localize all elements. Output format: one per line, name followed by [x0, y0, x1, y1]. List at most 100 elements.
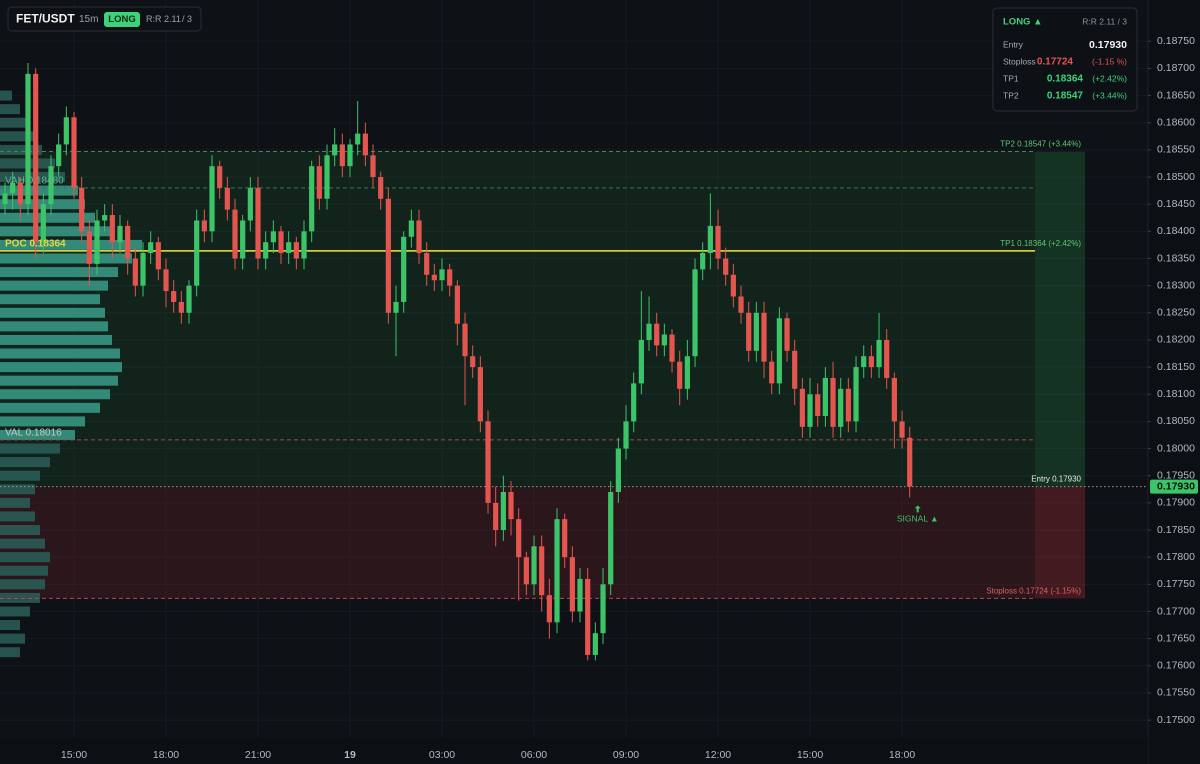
volume-profile-bar: [0, 633, 25, 644]
price-tag: [1150, 479, 1198, 494]
candle-body: [623, 421, 629, 449]
labels-layer: TP2 0.18547 (+3.44%) VAH 0.18480 POC 0.183…: [5, 140, 1082, 596]
candle-body: [792, 350, 798, 389]
x-tick-label: 06:00: [521, 749, 547, 761]
candle-body: [393, 301, 399, 313]
candle-body: [600, 584, 606, 634]
candle-body: [769, 361, 775, 384]
time-axis-background: [0, 738, 1148, 764]
panel-box: [992, 7, 1138, 112]
y-tick-label: 0.18450: [1157, 198, 1195, 210]
candle-body: [293, 242, 299, 259]
candle-body: [700, 253, 706, 270]
candle-body: [500, 492, 506, 531]
candle-body: [715, 225, 721, 259]
candle-body: [209, 166, 215, 232]
volume-profile-bar: [0, 538, 45, 549]
rr-label: R:R 2.11: [146, 14, 181, 24]
level-label: POC 0.18364: [5, 239, 66, 250]
candle-body: [523, 557, 529, 585]
volume-profile-bar: [0, 90, 12, 101]
candle-body: [661, 334, 667, 346]
candle-body: [638, 339, 644, 384]
grid-layer: [0, 0, 1148, 738]
y-tick-label: 0.18250: [1157, 307, 1195, 319]
candle-body: [546, 595, 552, 623]
level-label: TP1 0.18364 (+2.42%): [1000, 239, 1081, 248]
symbol: FET/USDT: [16, 12, 75, 26]
y-tick-label: 0.18750: [1157, 35, 1195, 47]
volume-profile-bar: [0, 131, 35, 142]
candle-body: [753, 312, 759, 351]
x-tick-label: 18:00: [153, 749, 179, 761]
candle-body: [355, 133, 361, 145]
candle-body: [454, 285, 460, 324]
candle-body: [339, 144, 345, 167]
candle-body: [608, 492, 614, 585]
panel-value: 0.18547: [1047, 91, 1084, 102]
y-tick-label: 0.17850: [1157, 524, 1195, 536]
candle-body: [40, 204, 46, 243]
candle-body: [148, 242, 154, 254]
trade-panel: LONG ▲ R:R 2.11 / 3 Entry 0.17930 Stoplo…: [992, 7, 1138, 112]
level-label: VAL 0.18016: [5, 428, 62, 439]
candle-body: [876, 339, 882, 368]
x-tick-label: 03:00: [429, 749, 455, 761]
candle-body: [263, 242, 269, 259]
candle-body: [807, 394, 813, 427]
candle-body: [577, 578, 583, 612]
volume-profile-bar: [0, 348, 120, 359]
candle-body: [324, 155, 330, 199]
y-tick-label: 0.18600: [1157, 117, 1195, 129]
interval: 15m: [79, 14, 98, 25]
volume-profile-bar: [0, 104, 20, 115]
candle-body: [255, 187, 261, 259]
candles-layer: [2, 62, 913, 661]
candle-body: [301, 231, 307, 259]
x-tick-label: 19: [344, 749, 356, 761]
y-tick-label: 0.17750: [1157, 578, 1195, 590]
candle-body: [899, 421, 905, 438]
candle-body: [370, 155, 376, 178]
y-tick-label: 0.18150: [1157, 361, 1195, 373]
volume-profile-bar: [0, 185, 78, 196]
candle-body: [730, 274, 736, 297]
candle-body: [631, 383, 637, 422]
candle-body: [102, 215, 108, 221]
volume-profile-bar: [0, 172, 65, 183]
signal-label: SIGNAL ▲: [897, 514, 939, 524]
panel-label: Entry: [1003, 39, 1024, 49]
y-tick-label: 0.18350: [1157, 252, 1195, 264]
candle-body: [332, 144, 338, 156]
y-tick-label: 0.18050: [1157, 415, 1195, 427]
candle-body: [155, 242, 161, 270]
volume-profile-bar: [0, 429, 75, 440]
candle-body: [684, 356, 690, 389]
candle-body: [109, 215, 115, 243]
candle-body: [240, 220, 246, 259]
volume-profile-bar: [0, 620, 20, 631]
candle-body: [56, 144, 62, 167]
candle-body: [853, 367, 859, 422]
candle-body: [707, 225, 713, 254]
y-tick-label: 0.18000: [1157, 442, 1195, 454]
candle-body: [746, 312, 752, 351]
candle-body: [891, 377, 897, 422]
candle-body: [416, 220, 422, 254]
candle-body: [286, 242, 292, 254]
candle-body: [485, 421, 491, 503]
candle-body: [838, 388, 844, 427]
volume-profile-bar: [0, 375, 118, 386]
candle-body: [861, 356, 867, 368]
volume-profile-bar: [0, 606, 30, 617]
candle-body: [125, 225, 131, 259]
candle-body: [669, 334, 675, 362]
volume-profile-bar: [0, 267, 118, 278]
candle-body: [79, 187, 85, 232]
candle-body: [194, 220, 200, 286]
candle-body: [217, 166, 223, 188]
candle-body: [493, 502, 499, 531]
panel-value: 0.17724: [1037, 57, 1074, 68]
